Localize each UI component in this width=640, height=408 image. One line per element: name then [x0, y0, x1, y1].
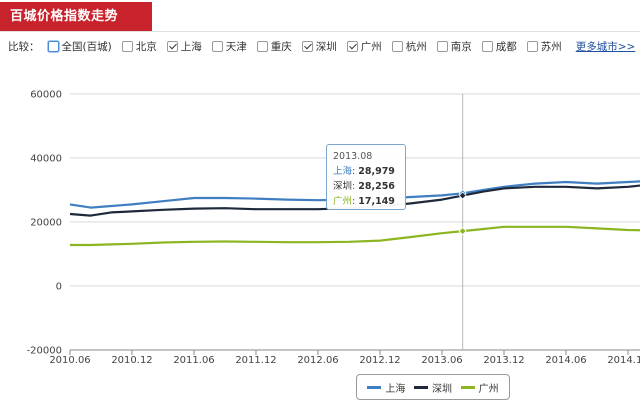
legend-swatch — [367, 385, 382, 389]
city-checkbox[interactable] — [211, 40, 223, 52]
city-checkbox[interactable] — [47, 40, 59, 52]
tooltip-series-value: 28,256 — [358, 181, 395, 192]
legend-label: 广州 — [478, 383, 499, 395]
tooltip-row: 上海: 28,979 — [333, 166, 395, 177]
y-axis: -20000 0 20000 40000 60000 — [27, 90, 62, 357]
city-option[interactable]: 苏州 — [526, 39, 562, 54]
city-option[interactable]: 深圳 — [301, 39, 337, 54]
city-checkbox[interactable] — [436, 40, 448, 52]
hover-marker — [458, 227, 467, 236]
city-checkbox[interactable] — [481, 40, 493, 52]
city-option[interactable]: 成都 — [481, 39, 517, 54]
x-tick-label: 2013.06 — [421, 355, 462, 366]
tooltip-series-name: 广州 — [333, 196, 353, 207]
tooltip-row: 广州: 17,149 — [333, 196, 395, 207]
city-option[interactable]: 杭州 — [391, 39, 427, 54]
x-tick-label: 2011.12 — [235, 355, 276, 366]
city-label: 杭州 — [405, 40, 427, 53]
tooltip-rows: 上海: 28,979 深圳: 28,256 广州: 17,149 — [333, 164, 399, 209]
city-option[interactable]: 全国(百城) — [47, 39, 112, 54]
city-option[interactable]: 广州 — [346, 39, 382, 54]
x-tick-label: 2012.12 — [359, 355, 400, 366]
legend-item[interactable]: 深圳 — [413, 380, 452, 395]
city-label: 南京 — [450, 40, 472, 53]
city-checkbox[interactable] — [301, 40, 313, 52]
tooltip-series-name: 深圳 — [333, 181, 353, 192]
hover-marker — [458, 191, 467, 200]
series-line — [69, 184, 640, 217]
legend-label: 深圳 — [431, 383, 452, 395]
chart-title: 百城价格指数走势 — [0, 2, 152, 31]
city-checkbox[interactable] — [166, 40, 178, 52]
tooltip-date: 2013.08 — [333, 151, 373, 162]
city-checkbox[interactable] — [121, 40, 133, 52]
legend-swatch — [460, 385, 475, 389]
legend-label: 上海 — [385, 383, 406, 395]
city-checkbox[interactable] — [391, 40, 403, 52]
x-tick-label: 2011.06 — [173, 355, 214, 366]
city-label: 北京 — [135, 40, 157, 53]
city-checkbox[interactable] — [256, 40, 268, 52]
city-label: 上海 — [180, 40, 202, 53]
city-option[interactable]: 天津 — [211, 39, 247, 54]
y-tick-label: 60000 — [30, 90, 62, 101]
city-checkbox-list: 全国(百城) 北京 上海 天津 重庆 深圳 广州 杭州 南京 成都 苏州 — [47, 39, 572, 54]
chart-header: 百城价格指数走势 — [0, 0, 640, 32]
x-tick-label: 2012.06 — [297, 355, 338, 366]
x-tick-label: 2010.06 — [49, 355, 90, 366]
chart-legend: 上海 深圳 广州 — [356, 374, 510, 400]
x-tick-label: 2014.06 — [545, 355, 586, 366]
more-cities-link[interactable]: 更多城市>> — [575, 40, 636, 53]
city-label: 广州 — [360, 40, 382, 53]
city-label: 苏州 — [540, 40, 562, 53]
city-label: 重庆 — [270, 40, 292, 53]
legend-swatch — [413, 385, 428, 389]
legend-item[interactable]: 上海 — [367, 380, 405, 395]
x-axis: 2010.06 2010.12 2011.06 2011.12 2012.06 2012.… — [49, 349, 640, 366]
city-checkbox[interactable] — [526, 40, 538, 52]
city-filter-row: 比较： 全国(百城) 北京 上海 天津 重庆 深圳 广州 杭州 南京 成都 苏州 更多城市>> — [8, 36, 638, 56]
city-option[interactable]: 重庆 — [256, 39, 292, 54]
chart-grid — [70, 93, 640, 351]
city-label: 深圳 — [315, 40, 337, 53]
y-tick-label: 40000 — [30, 154, 62, 165]
city-option[interactable]: 上海 — [166, 39, 202, 54]
city-label: 天津 — [225, 40, 247, 53]
hover-tooltip: 2013.08 上海: 28,979 深圳: 28,256 广州: 17,149 — [326, 144, 406, 210]
x-tick-label: 2013.12 — [483, 355, 524, 366]
legend-item[interactable]: 广州 — [460, 380, 499, 395]
city-option[interactable]: 北京 — [121, 39, 157, 54]
x-tick-label: 2014.12 — [607, 355, 640, 366]
hover-markers — [458, 189, 467, 236]
city-label: 全国(百城) — [61, 40, 112, 53]
y-tick-label: 20000 — [30, 218, 62, 229]
x-tick-label: 2010.12 — [111, 355, 152, 366]
tooltip-series-name: 上海 — [333, 166, 353, 177]
y-tick-label: -20000 — [27, 346, 62, 357]
city-label: 成都 — [495, 40, 517, 53]
compare-label: 比较： — [8, 40, 40, 53]
tooltip-series-value: 28,979 — [358, 166, 395, 177]
city-option[interactable]: 南京 — [436, 39, 472, 54]
series-line — [70, 225, 640, 247]
tooltip-series-value: 17,149 — [358, 196, 395, 207]
y-tick-label: 0 — [56, 282, 62, 293]
city-checkbox[interactable] — [346, 40, 358, 52]
tooltip-row: 深圳: 28,256 — [333, 181, 395, 192]
